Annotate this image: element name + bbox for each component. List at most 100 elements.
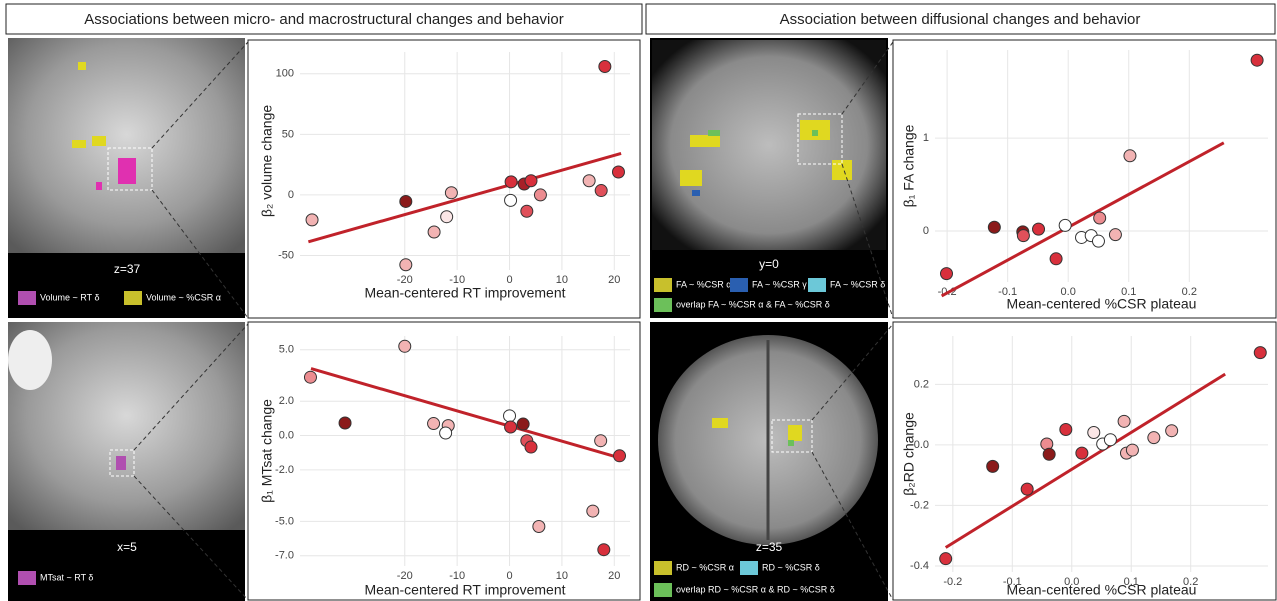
point xyxy=(505,176,517,188)
legend-swatch xyxy=(654,278,672,292)
point xyxy=(1050,253,1062,265)
x-axis-label: Mean-centered RT improvement xyxy=(364,582,565,598)
y-tick-label: 50 xyxy=(282,128,294,140)
point xyxy=(428,418,440,430)
legend-swatch xyxy=(654,298,672,312)
header: Association between diffusional changes … xyxy=(780,11,1141,28)
point xyxy=(1166,425,1178,437)
fit-line xyxy=(946,374,1225,547)
slice-label: z=35 xyxy=(756,540,783,554)
point xyxy=(1251,54,1263,66)
legend-swatch xyxy=(808,278,826,292)
legend-swatch xyxy=(654,583,672,597)
point xyxy=(595,185,607,197)
fit-line xyxy=(308,153,621,241)
point xyxy=(505,194,517,206)
point xyxy=(598,544,610,556)
point xyxy=(587,505,599,517)
legend-label: RD ~ %CSR α xyxy=(676,562,734,572)
point xyxy=(1148,432,1160,444)
point xyxy=(614,450,626,462)
x-tick-label: -0.2 xyxy=(943,576,962,588)
y-tick-label: 0 xyxy=(923,225,929,237)
y-axis-label: β₁ MTsat change xyxy=(259,399,275,503)
y-tick-label: -5.0 xyxy=(275,515,294,527)
point xyxy=(1033,223,1045,235)
point xyxy=(583,175,595,187)
point xyxy=(1118,415,1130,427)
point xyxy=(1104,434,1116,446)
fit-line xyxy=(942,143,1224,296)
point xyxy=(1109,229,1121,241)
point xyxy=(533,521,545,533)
brain-image xyxy=(650,38,888,318)
point xyxy=(1043,448,1055,460)
legend-label: RD ~ %CSR δ xyxy=(762,562,820,572)
point xyxy=(505,421,517,433)
chart-frame xyxy=(248,40,640,318)
legend-label: FA ~ %CSR δ xyxy=(830,279,885,289)
y-tick-label: 100 xyxy=(276,68,294,80)
point xyxy=(599,61,611,73)
x-tick-label: 0 xyxy=(506,570,512,582)
x-tick-label: 20 xyxy=(608,570,620,582)
point xyxy=(428,226,440,238)
legend-swatch xyxy=(18,571,36,585)
legend-label: MTsat ~ RT δ xyxy=(40,572,93,582)
legend-label: Volume ~ RT δ xyxy=(40,292,99,302)
x-axis-label: Mean-centered RT improvement xyxy=(364,285,565,301)
point xyxy=(1124,150,1136,162)
point xyxy=(1088,427,1100,439)
x-tick-label: 10 xyxy=(556,570,568,582)
legend-swatch xyxy=(740,561,758,575)
point xyxy=(988,221,1000,233)
point xyxy=(1021,483,1033,495)
legend-swatch xyxy=(18,291,36,305)
point xyxy=(940,553,952,565)
point xyxy=(525,441,537,453)
y-tick-label: -50 xyxy=(278,249,294,261)
legend-swatch xyxy=(730,278,748,292)
y-tick-label: -0.2 xyxy=(910,499,929,511)
point xyxy=(400,259,412,271)
point xyxy=(1059,219,1071,231)
y-tick-label: -2.0 xyxy=(275,464,294,476)
fit-line xyxy=(311,369,620,458)
y-tick-label: 0.0 xyxy=(279,429,294,441)
x-tick-label: 20 xyxy=(608,274,620,286)
point xyxy=(612,166,624,178)
point xyxy=(521,205,533,217)
slice-label: y=0 xyxy=(759,257,779,271)
header: Associations between micro- and macrostr… xyxy=(84,11,563,28)
x-axis-label: Mean-centered %CSR plateau xyxy=(1007,582,1197,598)
y-tick-label: -7.0 xyxy=(275,550,294,562)
point xyxy=(595,435,607,447)
y-axis-label: β₁ FA change xyxy=(901,124,917,207)
y-tick-label: 0 xyxy=(288,189,294,201)
legend-swatch xyxy=(124,291,142,305)
slice-label: x=5 xyxy=(117,540,137,554)
point xyxy=(306,214,318,226)
point xyxy=(525,175,537,187)
slice-label: z=37 xyxy=(114,262,141,276)
y-tick-label: 5.0 xyxy=(279,344,294,356)
point xyxy=(504,410,516,422)
legend-label: overlap FA ~ %CSR α & FA ~ %CSR δ xyxy=(676,299,830,309)
legend-label: FA ~ %CSR α xyxy=(676,279,731,289)
brain-image xyxy=(650,322,888,601)
point xyxy=(399,340,411,352)
point xyxy=(400,195,412,207)
y-tick-label: 0.2 xyxy=(914,378,929,390)
x-tick-label: -20 xyxy=(397,570,413,582)
point xyxy=(339,417,351,429)
y-axis-label: β₂ volume change xyxy=(259,105,275,218)
legend-label: overlap RD ~ %CSR α & RD ~ %CSR δ xyxy=(676,584,835,594)
point xyxy=(440,427,452,439)
point xyxy=(1060,423,1072,435)
x-tick-label: -10 xyxy=(449,570,465,582)
y-axis-label: β₂RD change xyxy=(901,412,917,496)
y-tick-label: 2.0 xyxy=(279,395,294,407)
point xyxy=(1126,444,1138,456)
point xyxy=(445,187,457,199)
point xyxy=(534,189,546,201)
